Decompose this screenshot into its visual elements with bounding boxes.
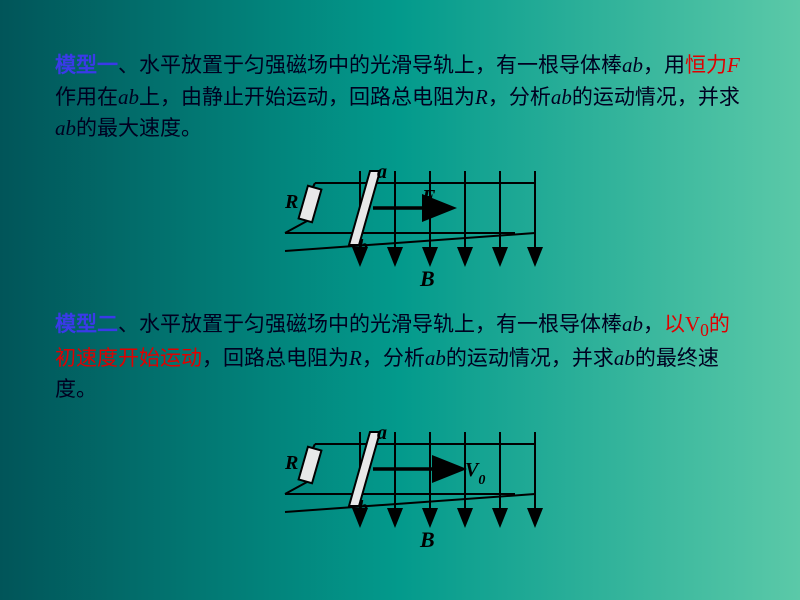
model-1-label: 模型一 (55, 53, 118, 77)
p1-mid5: 的运动情况，并求 (572, 85, 740, 109)
p2-mid4: 的运动情况，并求 (446, 346, 614, 370)
p1-ab1: ab (622, 53, 643, 77)
p2-ab2: ab (425, 346, 446, 370)
p1-mid3: 上，由静止开始运动，回路总电阻为 (139, 85, 475, 109)
p2-mid2: ，回路总电阻为 (202, 346, 349, 370)
svg-text:a: a (377, 161, 387, 183)
svg-text:R: R (284, 191, 298, 213)
p2-mid3: ，分析 (362, 346, 425, 370)
p1-pre: 水平放置于匀强磁场中的光滑导轨上，有一根导体棒 (139, 53, 622, 77)
diagram-2-container: Ra b B V0 (55, 414, 745, 554)
svg-text:R: R (284, 452, 298, 474)
svg-text:F: F (421, 186, 436, 208)
p1-tail: 的最大速度。 (76, 116, 202, 140)
p2-pre: 水平放置于匀强磁场中的光滑导轨上，有一根导体棒 (139, 312, 622, 336)
svg-text:b: b (358, 497, 368, 519)
p2-ab1: ab (622, 312, 643, 336)
svg-text:B: B (419, 266, 435, 291)
problem-2-text: 模型二、水平放置于匀强磁场中的光滑导轨上，有一根导体棒ab，以V0的初速度开始运… (55, 309, 745, 406)
svg-text:b: b (358, 236, 368, 258)
p1-mid4: ，分析 (488, 85, 551, 109)
sep1: 、 (118, 53, 139, 77)
svg-text:V0: V0 (465, 459, 485, 488)
svg-text:B: B (419, 527, 435, 552)
p1-mid2: 作用在 (55, 85, 118, 109)
diagram-1-container: Ra b B F (55, 153, 745, 293)
svg-text:a: a (377, 422, 387, 444)
sep2: 、 (118, 312, 139, 336)
p2-R: R (349, 346, 362, 370)
problem-1-text: 模型一、水平放置于匀强磁场中的光滑导轨上，有一根导体棒ab，用恒力F作用在ab上… (55, 50, 745, 145)
p1-ab3: ab (551, 85, 572, 109)
model-2-label: 模型二 (55, 312, 118, 336)
diagram-1: Ra b B F (255, 153, 545, 293)
diagram-2: Ra b B V0 (255, 414, 545, 554)
p2-mid1: ， (643, 312, 664, 336)
p2-ab3: ab (614, 346, 635, 370)
p1-ab2: ab (118, 85, 139, 109)
p1-F: F (727, 53, 740, 77)
p1-force: 恒力 (685, 53, 727, 77)
p1-mid1: ，用 (643, 53, 685, 77)
p1-ab4: ab (55, 116, 76, 140)
p1-R: R (475, 85, 488, 109)
